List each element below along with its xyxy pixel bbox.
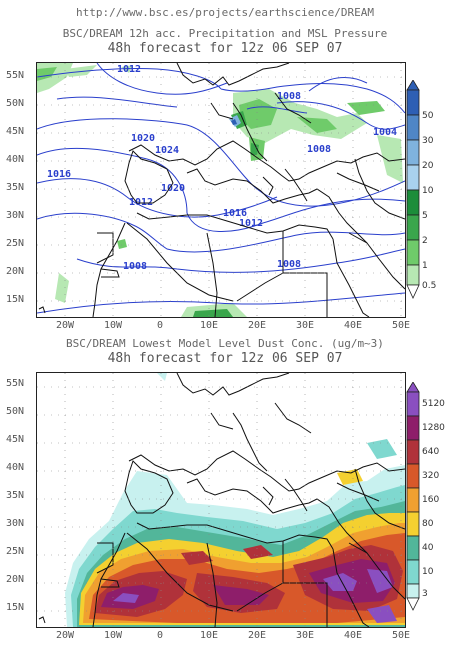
lat-tick: 50N: [6, 98, 25, 109]
colorbar-label: 20: [422, 161, 434, 171]
lon-tick: 20W: [56, 320, 75, 331]
colorbar-label: 1280: [422, 423, 445, 433]
lon-tick: 40E: [344, 630, 363, 641]
isobar-label: 1016: [47, 169, 71, 180]
colorbar-label: 320: [422, 471, 439, 481]
top-map-title: BSC/DREAM 12h acc. Precipitation and MSL…: [62, 27, 388, 40]
lon-tick: 30E: [296, 320, 315, 331]
lon-tick: 10W: [104, 630, 123, 641]
lat-tick: 40N: [6, 154, 25, 165]
precipitation-pressure-map: 1012 1008 1020 1024 1020 1016 1012 1016 …: [36, 62, 406, 318]
isobar-label: 1008: [123, 261, 147, 272]
lat-tick: 20N: [6, 266, 25, 277]
lon-tick: 10E: [200, 630, 219, 641]
source-url: http://www.bsc.es/projects/earthscience/…: [75, 6, 374, 19]
top-map-subtitle: 48h forecast for 12z 06 SEP 07: [107, 41, 343, 56]
isobar-label: 1024: [155, 145, 179, 156]
bottom-map-subtitle: 48h forecast for 12z 06 SEP 07: [107, 351, 343, 366]
colorbar-label: 2: [422, 236, 428, 246]
lat-tick: 20N: [6, 574, 25, 585]
colorbar-label: 5120: [422, 399, 445, 409]
dust-concentration-map: [36, 372, 406, 628]
lat-tick: 30N: [6, 210, 25, 221]
isobar-label: 1020: [131, 133, 155, 144]
colorbar-label: 80: [422, 519, 434, 529]
isobar-label: 1008: [307, 144, 331, 155]
dust-colorbar: 5120 1280 640 320 160 80 40 10 3: [405, 382, 449, 612]
lon-tick: 30E: [296, 630, 315, 641]
lat-tick: 55N: [6, 70, 25, 81]
lat-tick: 15N: [6, 602, 25, 613]
lat-tick: 55N: [6, 378, 25, 389]
isobar-contours: [37, 63, 405, 314]
lat-tick: 40N: [6, 462, 25, 473]
colorbar-label: 30: [422, 136, 434, 146]
colorbar-label: 40: [422, 543, 434, 553]
lat-tick: 50N: [6, 406, 25, 417]
dust-concentration-areas: [65, 373, 405, 627]
lat-tick: 45N: [6, 126, 25, 137]
lon-tick: 10W: [104, 320, 123, 331]
colorbar-label: 0.5: [422, 281, 436, 291]
lon-tick: 20E: [248, 320, 267, 331]
isobar-label: 1008: [277, 259, 301, 270]
bottom-map-title: BSC/DREAM Lowest Model Level Dust Conc. …: [66, 337, 384, 350]
lon-tick: 0: [157, 320, 164, 331]
country-borders: [38, 373, 405, 627]
colorbar-label: 160: [422, 495, 439, 505]
colorbar-label: 10: [422, 186, 434, 196]
isobar-label: 1012: [117, 64, 141, 75]
lon-tick: 40E: [344, 320, 363, 331]
isobar-label: 1016: [223, 208, 247, 219]
lon-tick: 50E: [392, 320, 411, 331]
isobar-label: 1008: [277, 91, 301, 102]
lon-tick: 10E: [200, 320, 219, 331]
lat-tick: 25N: [6, 546, 25, 557]
lat-tick: 25N: [6, 238, 25, 249]
colorbar-label: 10: [422, 567, 434, 577]
colorbar-label: 3: [422, 589, 428, 599]
colorbar-label: 640: [422, 447, 439, 457]
isobar-label: 1020: [161, 183, 185, 194]
isobar-label: 1012: [239, 218, 263, 229]
lat-tick: 35N: [6, 490, 25, 501]
lat-tick: 45N: [6, 434, 25, 445]
lon-tick: 0: [157, 630, 164, 641]
isobar-label: 1004: [373, 127, 397, 138]
colorbar-label: 50: [422, 111, 434, 121]
lon-tick: 20E: [248, 630, 267, 641]
lat-tick: 35N: [6, 182, 25, 193]
lon-tick: 20W: [56, 630, 75, 641]
precipitation-colorbar: 50 30 20 10 5 2 1 0.5: [405, 80, 449, 300]
lon-tick: 50E: [392, 630, 411, 641]
lat-tick: 15N: [6, 294, 25, 305]
colorbar-label: 5: [422, 211, 428, 221]
colorbar-label: 1: [422, 261, 428, 271]
lat-tick: 30N: [6, 518, 25, 529]
